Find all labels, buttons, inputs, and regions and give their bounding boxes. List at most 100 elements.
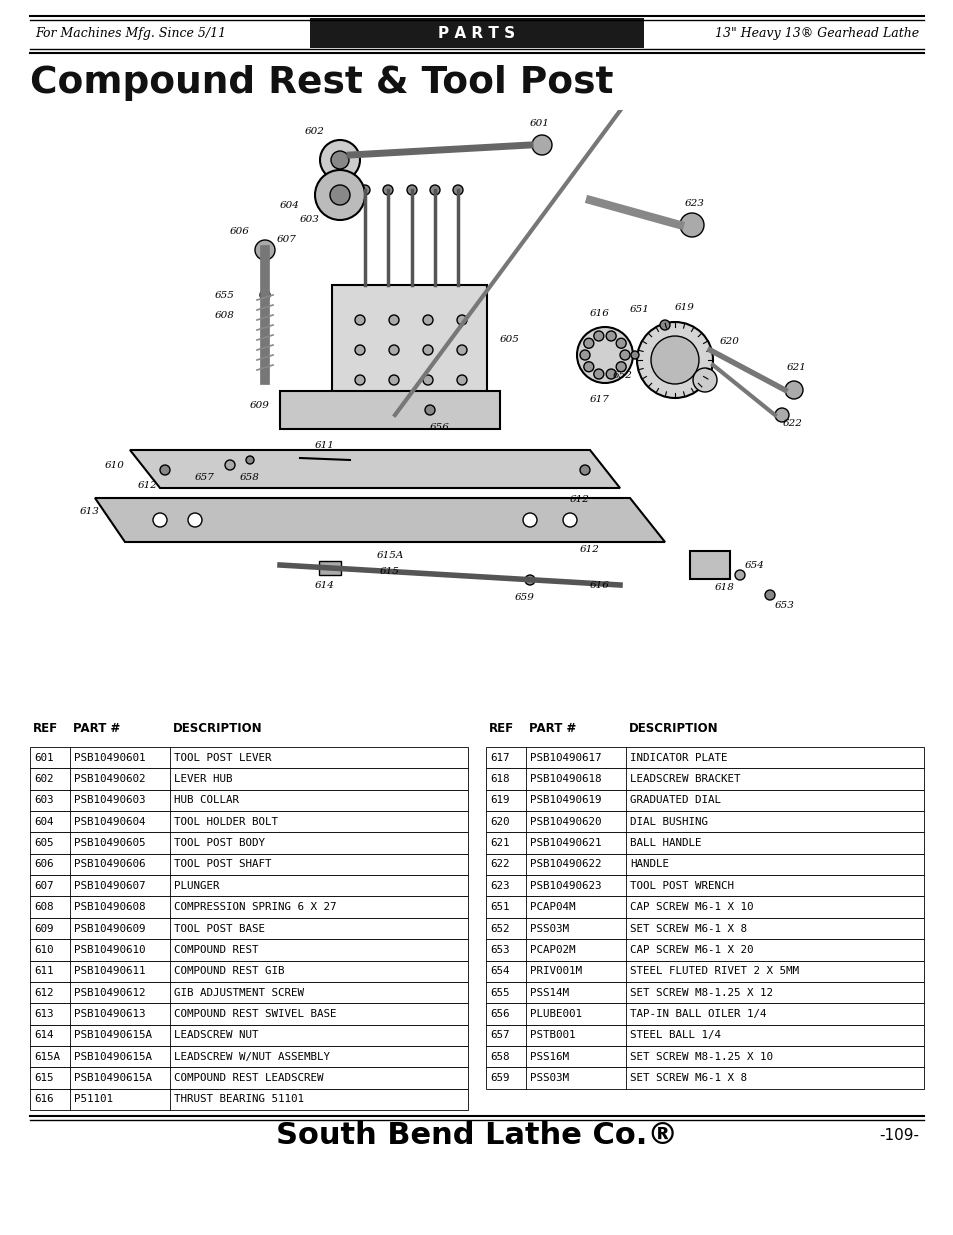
Circle shape [583,362,593,372]
Text: 607: 607 [276,236,296,245]
Circle shape [331,151,349,169]
Text: 620: 620 [720,337,740,347]
Text: 619: 619 [490,795,509,805]
Text: 623: 623 [490,881,509,890]
Text: SET SCREW M6-1 X 8: SET SCREW M6-1 X 8 [629,1073,746,1083]
Text: LEVER HUB: LEVER HUB [173,774,233,784]
Circle shape [616,362,625,372]
Text: 606: 606 [34,860,53,869]
Bar [485,853,923,876]
Text: 604: 604 [34,816,53,826]
Bar [485,918,923,939]
Bar [485,811,923,832]
Text: LEADSCREW NUT: LEADSCREW NUT [173,1030,258,1040]
Text: 621: 621 [786,363,806,373]
Text: 604: 604 [280,200,299,210]
Text: TOOL POST BODY: TOOL POST BODY [173,839,265,848]
Text: PSB10490615A: PSB10490615A [74,1052,152,1062]
Bar [485,1067,923,1088]
Text: COMPOUND REST LEADSCREW: COMPOUND REST LEADSCREW [173,1073,323,1083]
Text: 612: 612 [138,480,158,489]
Text: STEEL BALL 1/4: STEEL BALL 1/4 [629,1030,720,1040]
Text: REF: REF [33,722,58,736]
Text: 603: 603 [34,795,53,805]
Text: 618: 618 [490,774,509,784]
Circle shape [593,369,603,379]
Bar [689,551,729,579]
Text: 602: 602 [305,127,325,137]
Text: 13" Heavy 13® Gearhead Lathe: 13" Heavy 13® Gearhead Lathe [714,26,918,40]
Text: TAP-IN BALL OILER 1/4: TAP-IN BALL OILER 1/4 [629,1009,765,1019]
Text: 622: 622 [490,860,509,869]
Circle shape [692,368,717,391]
Text: 606: 606 [230,227,250,236]
Text: 605: 605 [34,839,53,848]
Text: DESCRIPTION: DESCRIPTION [172,722,262,736]
Text: PSS14M: PSS14M [530,988,568,998]
Circle shape [407,185,416,195]
Bar [485,1025,923,1046]
Circle shape [456,315,467,325]
Text: 615: 615 [34,1073,53,1083]
Bar [30,897,468,918]
Text: LEADSCREW W/NUT ASSEMBLY: LEADSCREW W/NUT ASSEMBLY [173,1052,330,1062]
Text: South Bend Lathe Co.®: South Bend Lathe Co.® [275,1120,678,1150]
Text: 622: 622 [782,419,802,427]
Circle shape [650,336,699,384]
Circle shape [382,185,393,195]
Text: 603: 603 [300,215,319,225]
Circle shape [260,290,270,300]
Circle shape [422,375,433,385]
Circle shape [774,408,788,422]
Circle shape [562,513,577,527]
Circle shape [616,338,625,348]
Text: For Machines Mfg. Since 5/11: For Machines Mfg. Since 5/11 [35,26,226,40]
Text: REF: REF [489,722,514,736]
Text: 612: 612 [570,495,589,505]
Text: PSB10490607: PSB10490607 [74,881,146,890]
Circle shape [188,513,202,527]
Text: 617: 617 [590,395,609,405]
Text: 618: 618 [715,583,734,593]
Bar [30,1088,468,1110]
Text: P51101: P51101 [74,1094,112,1104]
Text: PCAP02M: PCAP02M [530,945,575,955]
Circle shape [579,466,589,475]
Text: 619: 619 [675,304,694,312]
Circle shape [246,456,253,464]
Text: 651: 651 [629,305,649,315]
Circle shape [630,351,639,359]
Polygon shape [130,450,619,488]
Circle shape [784,382,802,399]
Text: GRADUATED DIAL: GRADUATED DIAL [629,795,720,805]
Text: 616: 616 [590,309,609,317]
Text: GIB ADJUSTMENT SCREW: GIB ADJUSTMENT SCREW [173,988,304,998]
Bar [30,918,468,939]
Text: 652: 652 [490,924,509,934]
Circle shape [359,185,370,195]
Bar [30,982,468,1003]
Polygon shape [95,498,664,542]
Text: 602: 602 [34,774,53,784]
Text: PSS16M: PSS16M [530,1052,568,1062]
Circle shape [424,405,435,415]
Circle shape [524,576,535,585]
Bar [485,961,923,982]
Text: PRIV001M: PRIV001M [530,966,581,976]
Bar [30,1003,468,1025]
Text: PSTB001: PSTB001 [530,1030,575,1040]
Text: 610: 610 [34,945,53,955]
Text: 652: 652 [613,370,632,379]
Text: 609: 609 [250,400,270,410]
Bar [485,1046,923,1067]
Circle shape [152,513,167,527]
Text: 620: 620 [490,816,509,826]
Bar [280,391,499,429]
Circle shape [389,345,398,354]
Text: STEEL FLUTED RIVET 2 X 5MM: STEEL FLUTED RIVET 2 X 5MM [629,966,799,976]
Text: SET SCREW M8-1.25 X 10: SET SCREW M8-1.25 X 10 [629,1052,772,1062]
Text: 610: 610 [105,461,125,469]
Text: 653: 653 [774,600,794,610]
Text: PSB10490613: PSB10490613 [74,1009,146,1019]
Circle shape [679,212,703,237]
